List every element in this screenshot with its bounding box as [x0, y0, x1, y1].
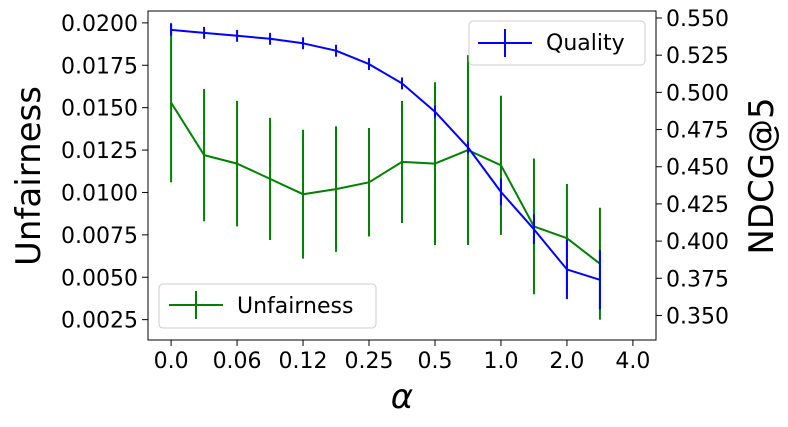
x-tick-label: 4.0	[615, 349, 650, 374]
legend-quality: Quality	[468, 20, 646, 66]
right-tick-label: 0.350	[666, 304, 729, 329]
left-axis-ticks: 0.0025 0.0050 0.0075 0.0100 0.0125 0.0150 0.01…	[61, 12, 148, 334]
right-tick-label: 0.400	[666, 230, 729, 255]
legend-quality-box	[468, 20, 646, 66]
right-tick-label: 0.450	[666, 156, 729, 181]
series-layer	[170, 22, 601, 320]
left-axis-label: Unfairness	[9, 86, 49, 266]
unfairness-line	[170, 102, 601, 265]
right-tick-label: 0.375	[666, 267, 729, 292]
right-tick-label: 0.550	[666, 7, 729, 32]
right-tick-label: 0.475	[666, 119, 729, 144]
x-tick-label: 1.0	[483, 349, 518, 374]
x-tick-label: 0.5	[417, 349, 452, 374]
quality-line	[171, 28, 601, 281]
legend-unfairness: Unfairness	[158, 283, 377, 329]
right-tick-label: 0.525	[666, 44, 729, 69]
left-tick-label: 0.0025	[61, 309, 138, 334]
plot-frame	[147, 10, 657, 341]
left-tick-label: 0.0150	[61, 97, 138, 122]
left-tick-label: 0.0200	[61, 12, 138, 37]
left-tick-label: 0.0050	[61, 266, 138, 291]
legend-unfairness-label: Unfairness	[237, 294, 353, 319]
right-tick-label: 0.500	[666, 81, 729, 106]
right-axis-label: NDCG@5	[742, 97, 782, 254]
right-tick-label: 0.425	[666, 193, 729, 218]
x-tick-label: 0.06	[213, 349, 262, 374]
x-axis-label: α	[391, 377, 413, 417]
left-tick-label: 0.0125	[61, 139, 138, 164]
x-axis-ticks: 0.0 0.06 0.12 0.25 0.5 1.0 2.0 4.0	[154, 340, 650, 374]
x-tick-label: 2.0	[549, 349, 584, 374]
x-tick-label: 0.12	[279, 349, 328, 374]
x-tick-label: 0.25	[345, 349, 394, 374]
legend-quality-label: Quality	[546, 31, 625, 56]
right-axis-ticks: 0.350 0.375 0.400 0.425 0.450 0.475 0.500 0.525…	[656, 7, 729, 329]
x-tick-label: 0.0	[154, 349, 189, 374]
left-tick-label: 0.0100	[61, 181, 138, 206]
left-tick-label: 0.0075	[61, 224, 138, 249]
legend-unfairness-box	[158, 283, 377, 329]
left-tick-label: 0.0175	[61, 54, 138, 79]
